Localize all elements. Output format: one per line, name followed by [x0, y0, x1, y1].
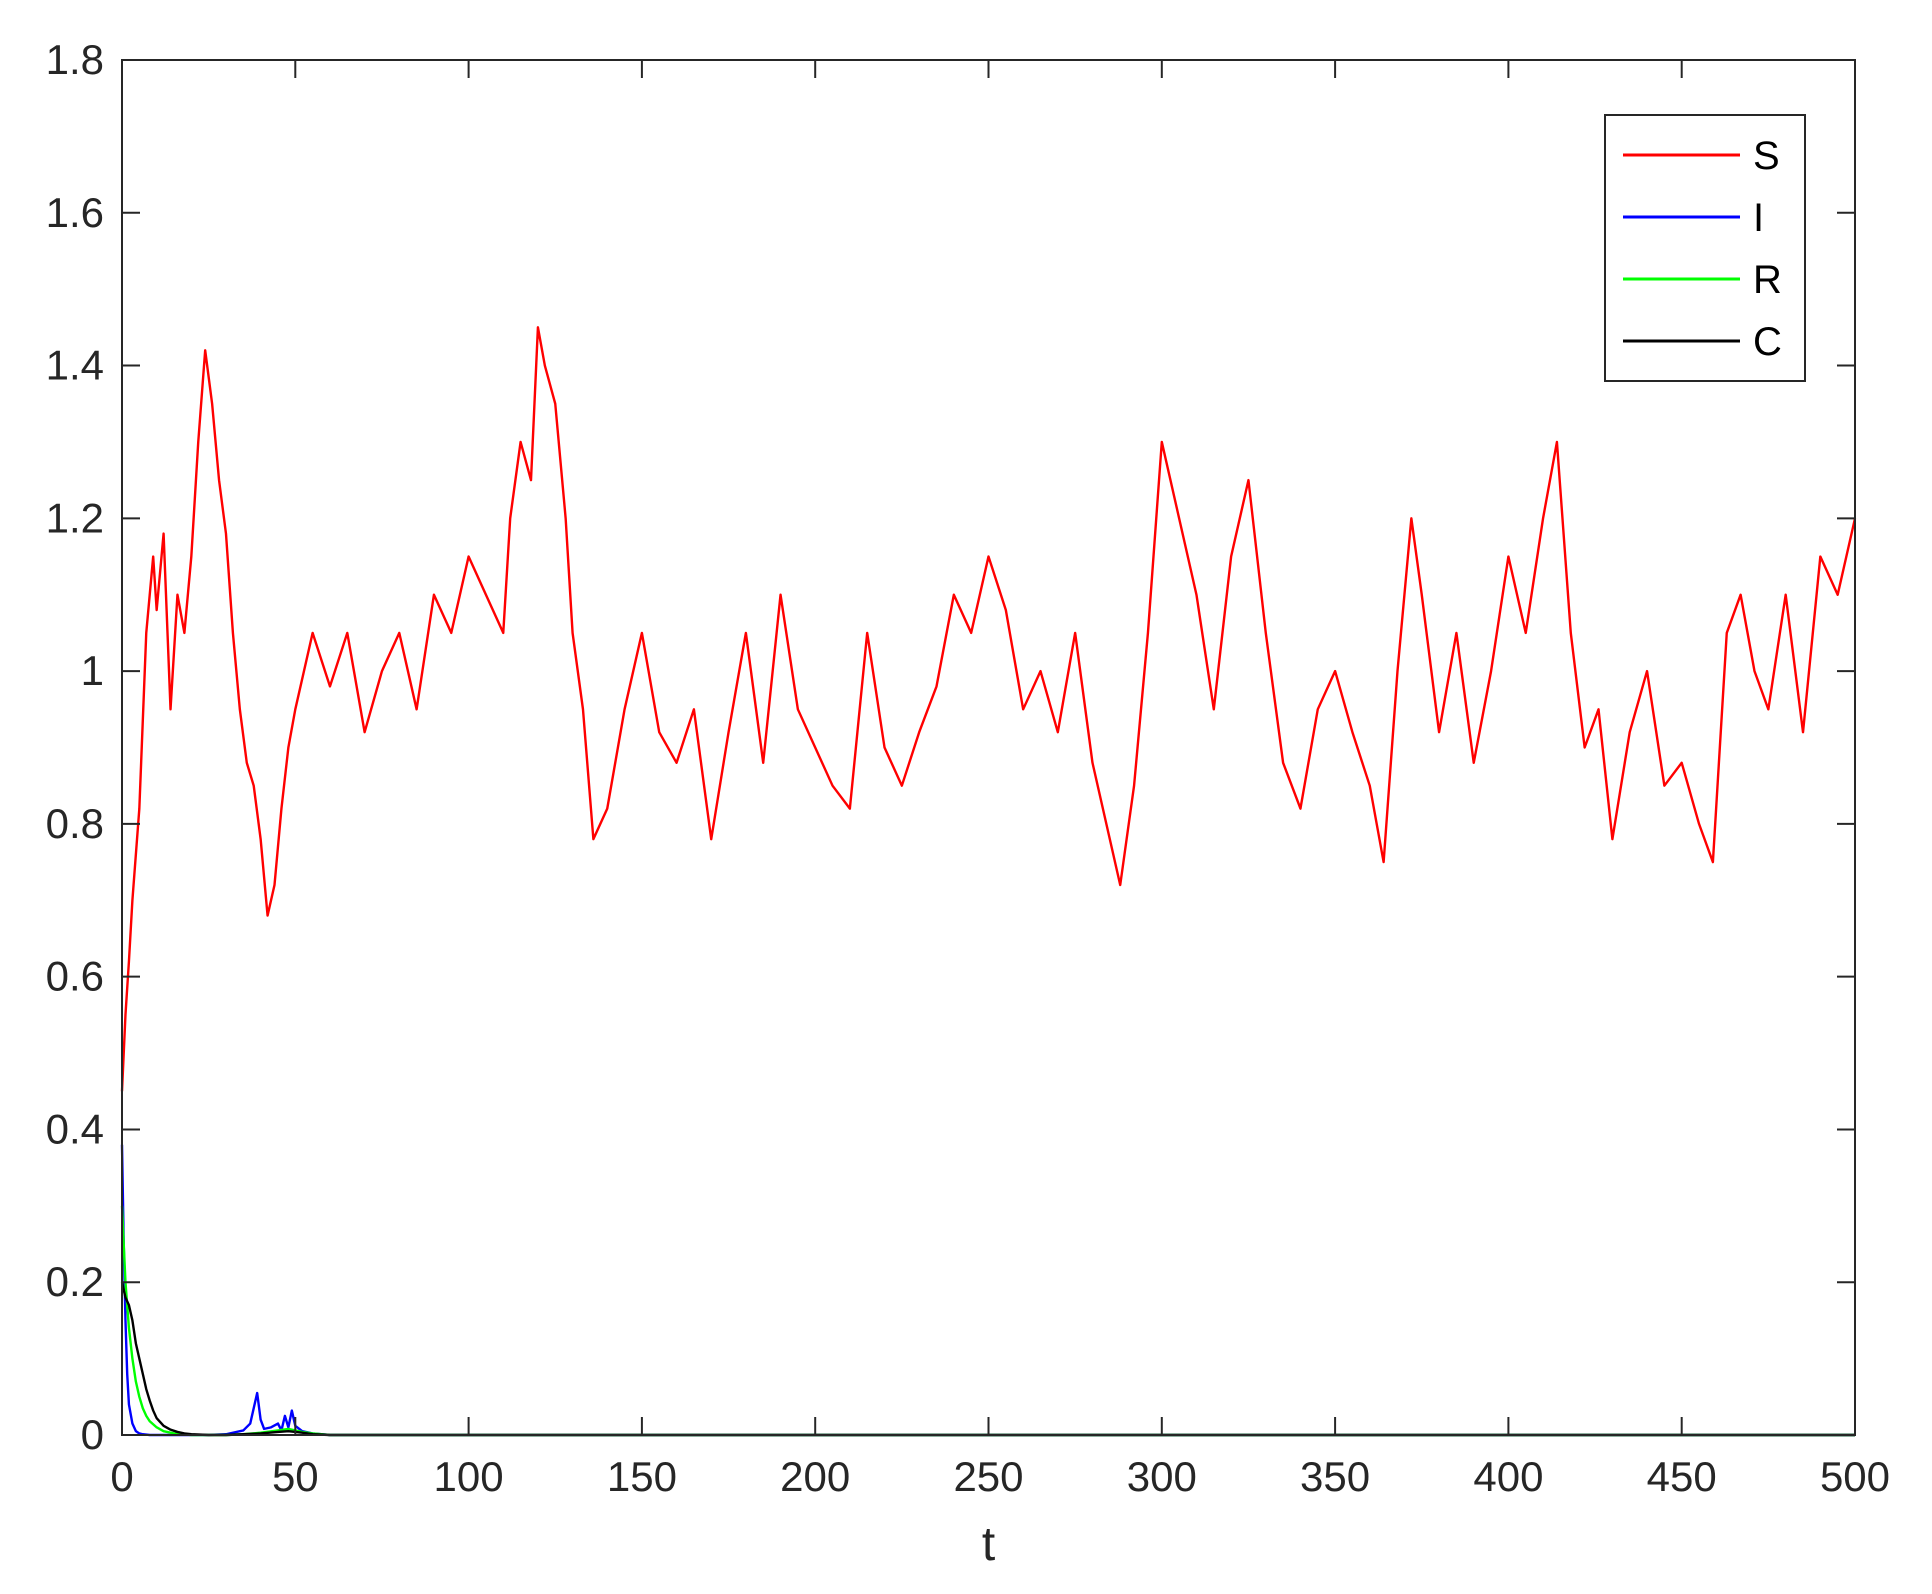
y-tick-label: 1 — [81, 647, 104, 694]
x-tick-label: 50 — [272, 1453, 319, 1500]
legend-label-s: S — [1753, 134, 1780, 178]
x-tick-label: 350 — [1300, 1453, 1370, 1500]
plot-background — [122, 60, 1855, 1435]
x-tick-label: 250 — [953, 1453, 1023, 1500]
y-tick-label: 0.8 — [46, 800, 104, 847]
y-tick-label: 1.8 — [46, 36, 104, 83]
x-tick-label: 200 — [780, 1453, 850, 1500]
legend-label-c: C — [1753, 320, 1782, 364]
x-tick-label: 0 — [110, 1453, 133, 1500]
y-tick-label: 1.4 — [46, 342, 104, 389]
x-tick-label: 300 — [1127, 1453, 1197, 1500]
series-line-s — [120, 326, 1857, 1092]
y-tick-label: 0.6 — [46, 953, 104, 1000]
axes-layer: 0 50 100 150 200 250 300 350 400 450 500 0 0.2 0.4 0.6… — [46, 36, 1890, 1500]
legend-box — [1604, 114, 1806, 382]
y-tick-label: 1.6 — [46, 189, 104, 236]
y-tick-label: 0.2 — [46, 1258, 104, 1305]
x-tick-label: 400 — [1473, 1453, 1543, 1500]
x-tick-label: 450 — [1647, 1453, 1717, 1500]
x-tick-label: 100 — [434, 1453, 504, 1500]
plot-area — [122, 60, 1855, 1435]
y-tick-label: 0.4 — [46, 1105, 104, 1152]
legend-label-i: I — [1753, 196, 1764, 240]
y-tick-label: 1.2 — [46, 494, 104, 541]
y-tick-label: 0 — [81, 1411, 104, 1458]
legend-label-r: R — [1753, 258, 1782, 302]
x-tick-label: 500 — [1820, 1453, 1890, 1500]
x-tick-label: 150 — [607, 1453, 677, 1500]
x-axis-label: t — [982, 1518, 995, 1571]
